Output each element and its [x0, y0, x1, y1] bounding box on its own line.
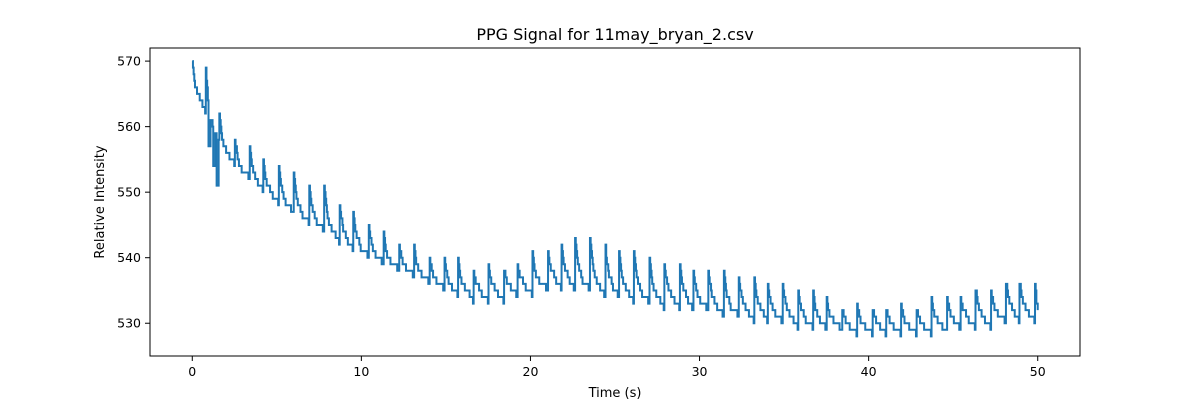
x-tick-label: 20 — [523, 364, 539, 379]
x-axis-ticks: 0 10 20 30 40 50 — [188, 356, 1046, 379]
x-tick-label: 0 — [188, 364, 196, 379]
series-line — [191, 60, 1039, 338]
y-tick-label: 570 — [117, 54, 141, 69]
y-tick-label: 550 — [117, 185, 141, 200]
y-tick-label: 560 — [117, 119, 141, 134]
x-tick-label: 30 — [692, 364, 708, 379]
axes-frame — [149, 47, 1081, 357]
y-axis-label: Relative Intensity — [93, 145, 108, 258]
x-tick-label: 10 — [353, 364, 369, 379]
y-axis-ticks: 530 540 550 560 570 — [117, 54, 150, 331]
x-axis-label: Time (s) — [588, 386, 642, 400]
y-tick-label: 530 — [117, 316, 141, 331]
x-tick-label: 40 — [861, 364, 877, 379]
y-tick-label: 540 — [117, 250, 141, 265]
chart-title: PPG Signal for 11may_bryan_2.csv — [476, 25, 753, 45]
plot-area — [191, 60, 1039, 338]
x-tick-label: 50 — [1030, 364, 1046, 379]
